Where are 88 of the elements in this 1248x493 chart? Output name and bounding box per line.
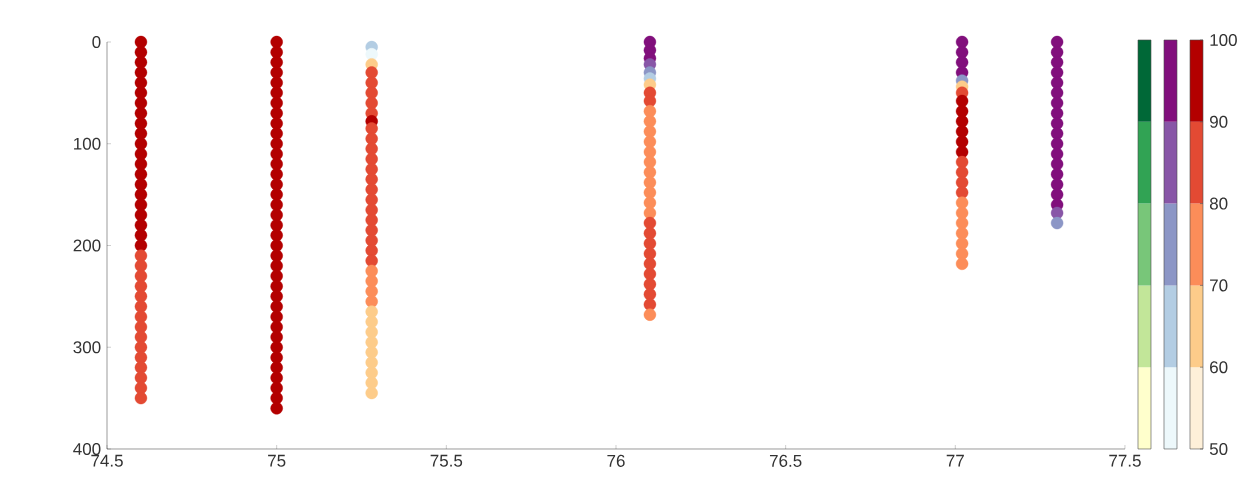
point: [134, 229, 148, 242]
point: [643, 104, 657, 118]
x-tick-label: 76: [607, 454, 625, 467]
point: [270, 45, 283, 59]
point: [1050, 35, 1064, 49]
point: [134, 117, 148, 130]
point: [365, 96, 378, 110]
point: [1050, 117, 1064, 130]
point: [955, 227, 969, 240]
point: [270, 218, 283, 232]
point: [134, 178, 148, 191]
point: [270, 351, 283, 364]
color-bar-label: 90: [1210, 115, 1228, 128]
point: [270, 157, 283, 171]
point: [134, 45, 148, 59]
point: [365, 224, 378, 237]
point: [270, 208, 283, 222]
point: [270, 229, 283, 242]
point: [134, 35, 148, 49]
point: [1050, 56, 1064, 69]
x-tick-label: 75.5: [430, 454, 463, 467]
point: [1050, 206, 1064, 220]
point: [1050, 168, 1064, 181]
y-tick-label: 200: [73, 239, 101, 252]
point: [643, 155, 657, 169]
point: [270, 402, 283, 415]
point: [955, 206, 969, 220]
color-bar-label: 100: [1210, 33, 1237, 47]
y-tick-label: 0: [92, 35, 101, 49]
color-bar-label: 80: [1209, 197, 1228, 210]
color-bar-label: 70: [1210, 279, 1228, 292]
point: [1050, 107, 1064, 120]
point: [365, 325, 378, 339]
point: [365, 122, 378, 135]
point: [365, 162, 378, 176]
point: [270, 341, 283, 354]
point: [270, 35, 283, 49]
point: [643, 166, 657, 179]
point: [134, 147, 148, 161]
y-tick-label: 300: [73, 341, 101, 354]
point: [955, 216, 969, 230]
point: [365, 335, 378, 349]
y-tick-label: 400: [73, 442, 101, 456]
point: [134, 107, 148, 120]
point: [270, 269, 283, 283]
point: [270, 178, 283, 191]
point: [955, 237, 969, 250]
point: [134, 239, 148, 252]
point: [365, 386, 378, 400]
x-tick-label: 74.5: [91, 454, 123, 467]
point: [1050, 216, 1064, 230]
point: [1050, 45, 1064, 59]
point: [134, 218, 148, 232]
point: [1050, 147, 1064, 161]
point: [270, 279, 283, 293]
point: [270, 117, 283, 130]
point: [134, 56, 148, 69]
point: [365, 213, 378, 227]
point: [365, 152, 378, 166]
point: [643, 206, 657, 220]
point: [1050, 157, 1064, 171]
point: [270, 56, 283, 69]
x-tick-label: 77: [946, 454, 964, 467]
x-tick-label: 77.5: [1109, 454, 1141, 467]
point: [134, 208, 148, 222]
point: [270, 107, 283, 120]
point: [270, 168, 283, 181]
color-bar-label: 60: [1210, 361, 1228, 374]
x-tick-label: 75: [268, 454, 286, 467]
point: [134, 96, 148, 110]
point: [1050, 96, 1064, 110]
point: [365, 173, 378, 186]
point: [270, 239, 283, 252]
point: [134, 168, 148, 181]
color-bar-label: 50: [1209, 442, 1228, 456]
point: [270, 96, 283, 110]
point: [643, 176, 657, 189]
point: [270, 391, 283, 405]
y-tick-label: 100: [74, 137, 101, 150]
point: [643, 308, 657, 321]
point: [270, 290, 283, 303]
point: [270, 330, 283, 344]
point: [1050, 178, 1064, 191]
point: [955, 257, 969, 271]
x-tick-label: 76.5: [769, 454, 802, 467]
point: [643, 115, 657, 128]
point: [134, 157, 148, 171]
point: [365, 346, 378, 359]
